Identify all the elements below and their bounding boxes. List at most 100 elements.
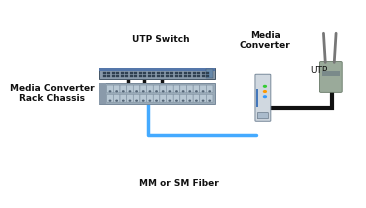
FancyBboxPatch shape xyxy=(187,85,193,93)
Circle shape xyxy=(129,91,131,92)
Bar xyxy=(134,72,137,74)
FancyBboxPatch shape xyxy=(99,83,214,104)
Bar xyxy=(161,72,164,74)
Bar xyxy=(112,75,115,77)
FancyBboxPatch shape xyxy=(113,85,120,93)
FancyBboxPatch shape xyxy=(160,94,167,102)
Bar xyxy=(197,72,200,74)
FancyBboxPatch shape xyxy=(180,94,186,102)
Circle shape xyxy=(136,100,137,101)
Bar xyxy=(152,72,155,74)
Bar xyxy=(188,72,191,74)
Bar xyxy=(112,72,115,74)
FancyBboxPatch shape xyxy=(107,85,113,93)
Circle shape xyxy=(156,100,157,101)
Circle shape xyxy=(189,91,190,92)
FancyBboxPatch shape xyxy=(320,62,342,92)
Circle shape xyxy=(264,85,266,87)
Circle shape xyxy=(202,91,204,92)
Bar xyxy=(161,75,164,77)
Circle shape xyxy=(189,100,190,101)
Text: Media
Converter: Media Converter xyxy=(240,31,290,50)
Bar xyxy=(143,72,146,74)
Bar xyxy=(139,72,142,74)
Bar xyxy=(148,72,151,74)
Circle shape xyxy=(182,91,184,92)
Bar xyxy=(148,75,151,77)
Bar xyxy=(175,72,178,74)
Bar xyxy=(206,75,209,77)
FancyBboxPatch shape xyxy=(120,85,127,93)
Bar xyxy=(206,72,209,74)
Bar xyxy=(179,75,182,77)
Bar xyxy=(116,75,119,77)
Circle shape xyxy=(176,100,177,101)
FancyBboxPatch shape xyxy=(133,85,140,93)
Circle shape xyxy=(142,91,144,92)
FancyBboxPatch shape xyxy=(167,94,173,102)
FancyBboxPatch shape xyxy=(255,74,271,121)
FancyBboxPatch shape xyxy=(147,94,153,102)
FancyBboxPatch shape xyxy=(173,94,180,102)
Circle shape xyxy=(264,91,266,92)
FancyBboxPatch shape xyxy=(200,94,206,102)
FancyBboxPatch shape xyxy=(200,85,206,93)
FancyBboxPatch shape xyxy=(193,85,200,93)
Bar xyxy=(143,75,146,77)
Bar xyxy=(184,75,187,77)
Bar xyxy=(107,72,110,74)
Bar xyxy=(188,75,191,77)
FancyBboxPatch shape xyxy=(99,68,214,79)
Circle shape xyxy=(149,91,151,92)
Bar xyxy=(116,72,119,74)
FancyBboxPatch shape xyxy=(193,94,200,102)
Circle shape xyxy=(109,100,111,101)
Circle shape xyxy=(264,96,266,98)
Bar xyxy=(130,72,133,74)
Bar xyxy=(103,72,106,74)
FancyBboxPatch shape xyxy=(133,94,140,102)
FancyBboxPatch shape xyxy=(140,94,146,102)
Circle shape xyxy=(123,100,124,101)
Bar xyxy=(121,75,124,77)
Circle shape xyxy=(116,100,117,101)
Bar xyxy=(130,75,133,77)
Circle shape xyxy=(196,100,197,101)
Bar xyxy=(125,75,128,77)
Circle shape xyxy=(149,100,151,101)
FancyBboxPatch shape xyxy=(160,85,167,93)
Bar xyxy=(166,72,169,74)
Bar xyxy=(202,72,205,74)
FancyBboxPatch shape xyxy=(107,94,113,102)
Bar xyxy=(171,72,173,74)
Circle shape xyxy=(176,91,177,92)
FancyBboxPatch shape xyxy=(120,94,127,102)
Bar xyxy=(99,68,214,71)
Bar xyxy=(175,75,178,77)
Circle shape xyxy=(209,100,210,101)
Circle shape xyxy=(202,100,204,101)
Circle shape xyxy=(196,91,197,92)
FancyBboxPatch shape xyxy=(113,94,120,102)
Bar xyxy=(166,75,169,77)
Bar xyxy=(206,69,213,78)
Bar xyxy=(121,72,124,74)
Circle shape xyxy=(169,100,171,101)
Bar xyxy=(157,72,160,74)
FancyBboxPatch shape xyxy=(127,85,133,93)
Text: UTP: UTP xyxy=(310,66,328,75)
Bar xyxy=(171,75,173,77)
Circle shape xyxy=(109,91,111,92)
Bar xyxy=(256,89,258,107)
Circle shape xyxy=(142,100,144,101)
Circle shape xyxy=(129,100,131,101)
Bar xyxy=(197,75,200,77)
Circle shape xyxy=(163,91,164,92)
Bar xyxy=(139,75,142,77)
FancyBboxPatch shape xyxy=(187,94,193,102)
Bar xyxy=(179,72,182,74)
FancyBboxPatch shape xyxy=(167,85,173,93)
Bar xyxy=(322,71,340,76)
Bar xyxy=(107,75,110,77)
Text: Media Converter
Rack Chassis: Media Converter Rack Chassis xyxy=(10,84,95,103)
